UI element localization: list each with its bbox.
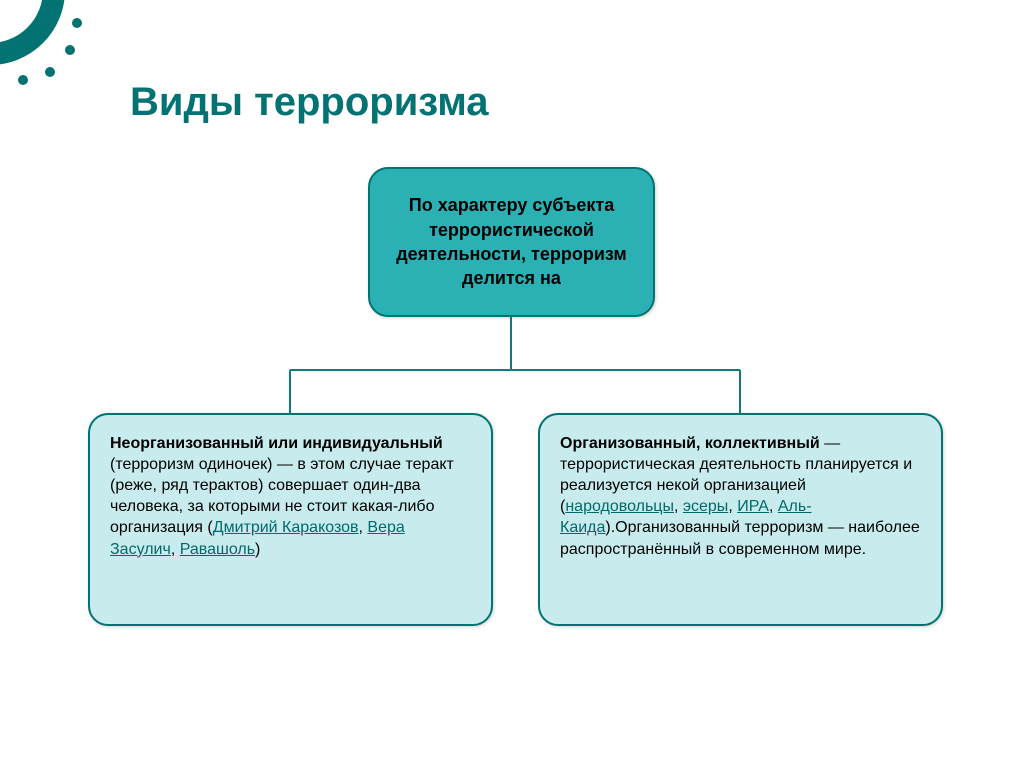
root-text: По характеру субъекта террористической д… [382,193,641,290]
child-1-tail: ).Организованный терроризм — наиболее ра… [560,519,920,557]
child-0-lead: Неорганизованный или индивидуальный [110,435,443,452]
child-node-organized: Организованный, коллективный — террорист… [538,413,943,626]
child-1-lead: Организованный, коллективный [560,435,820,452]
child-node-unorganized: Неорганизованный или индивидуальный (тер… [88,413,493,626]
child-0-tail: ) [255,541,260,558]
corner-decoration [0,0,90,90]
link: народовольцы [565,498,674,515]
diagram: По характеру субъекта террористической д… [0,155,1024,755]
link: Равашоль [180,541,255,558]
link: ИРА [737,498,769,515]
link: эсеры [683,498,728,515]
root-node: По характеру субъекта террористической д… [368,167,655,317]
slide-title: Виды терроризма [130,80,489,125]
link: Дмитрий Каракозов [213,519,359,536]
